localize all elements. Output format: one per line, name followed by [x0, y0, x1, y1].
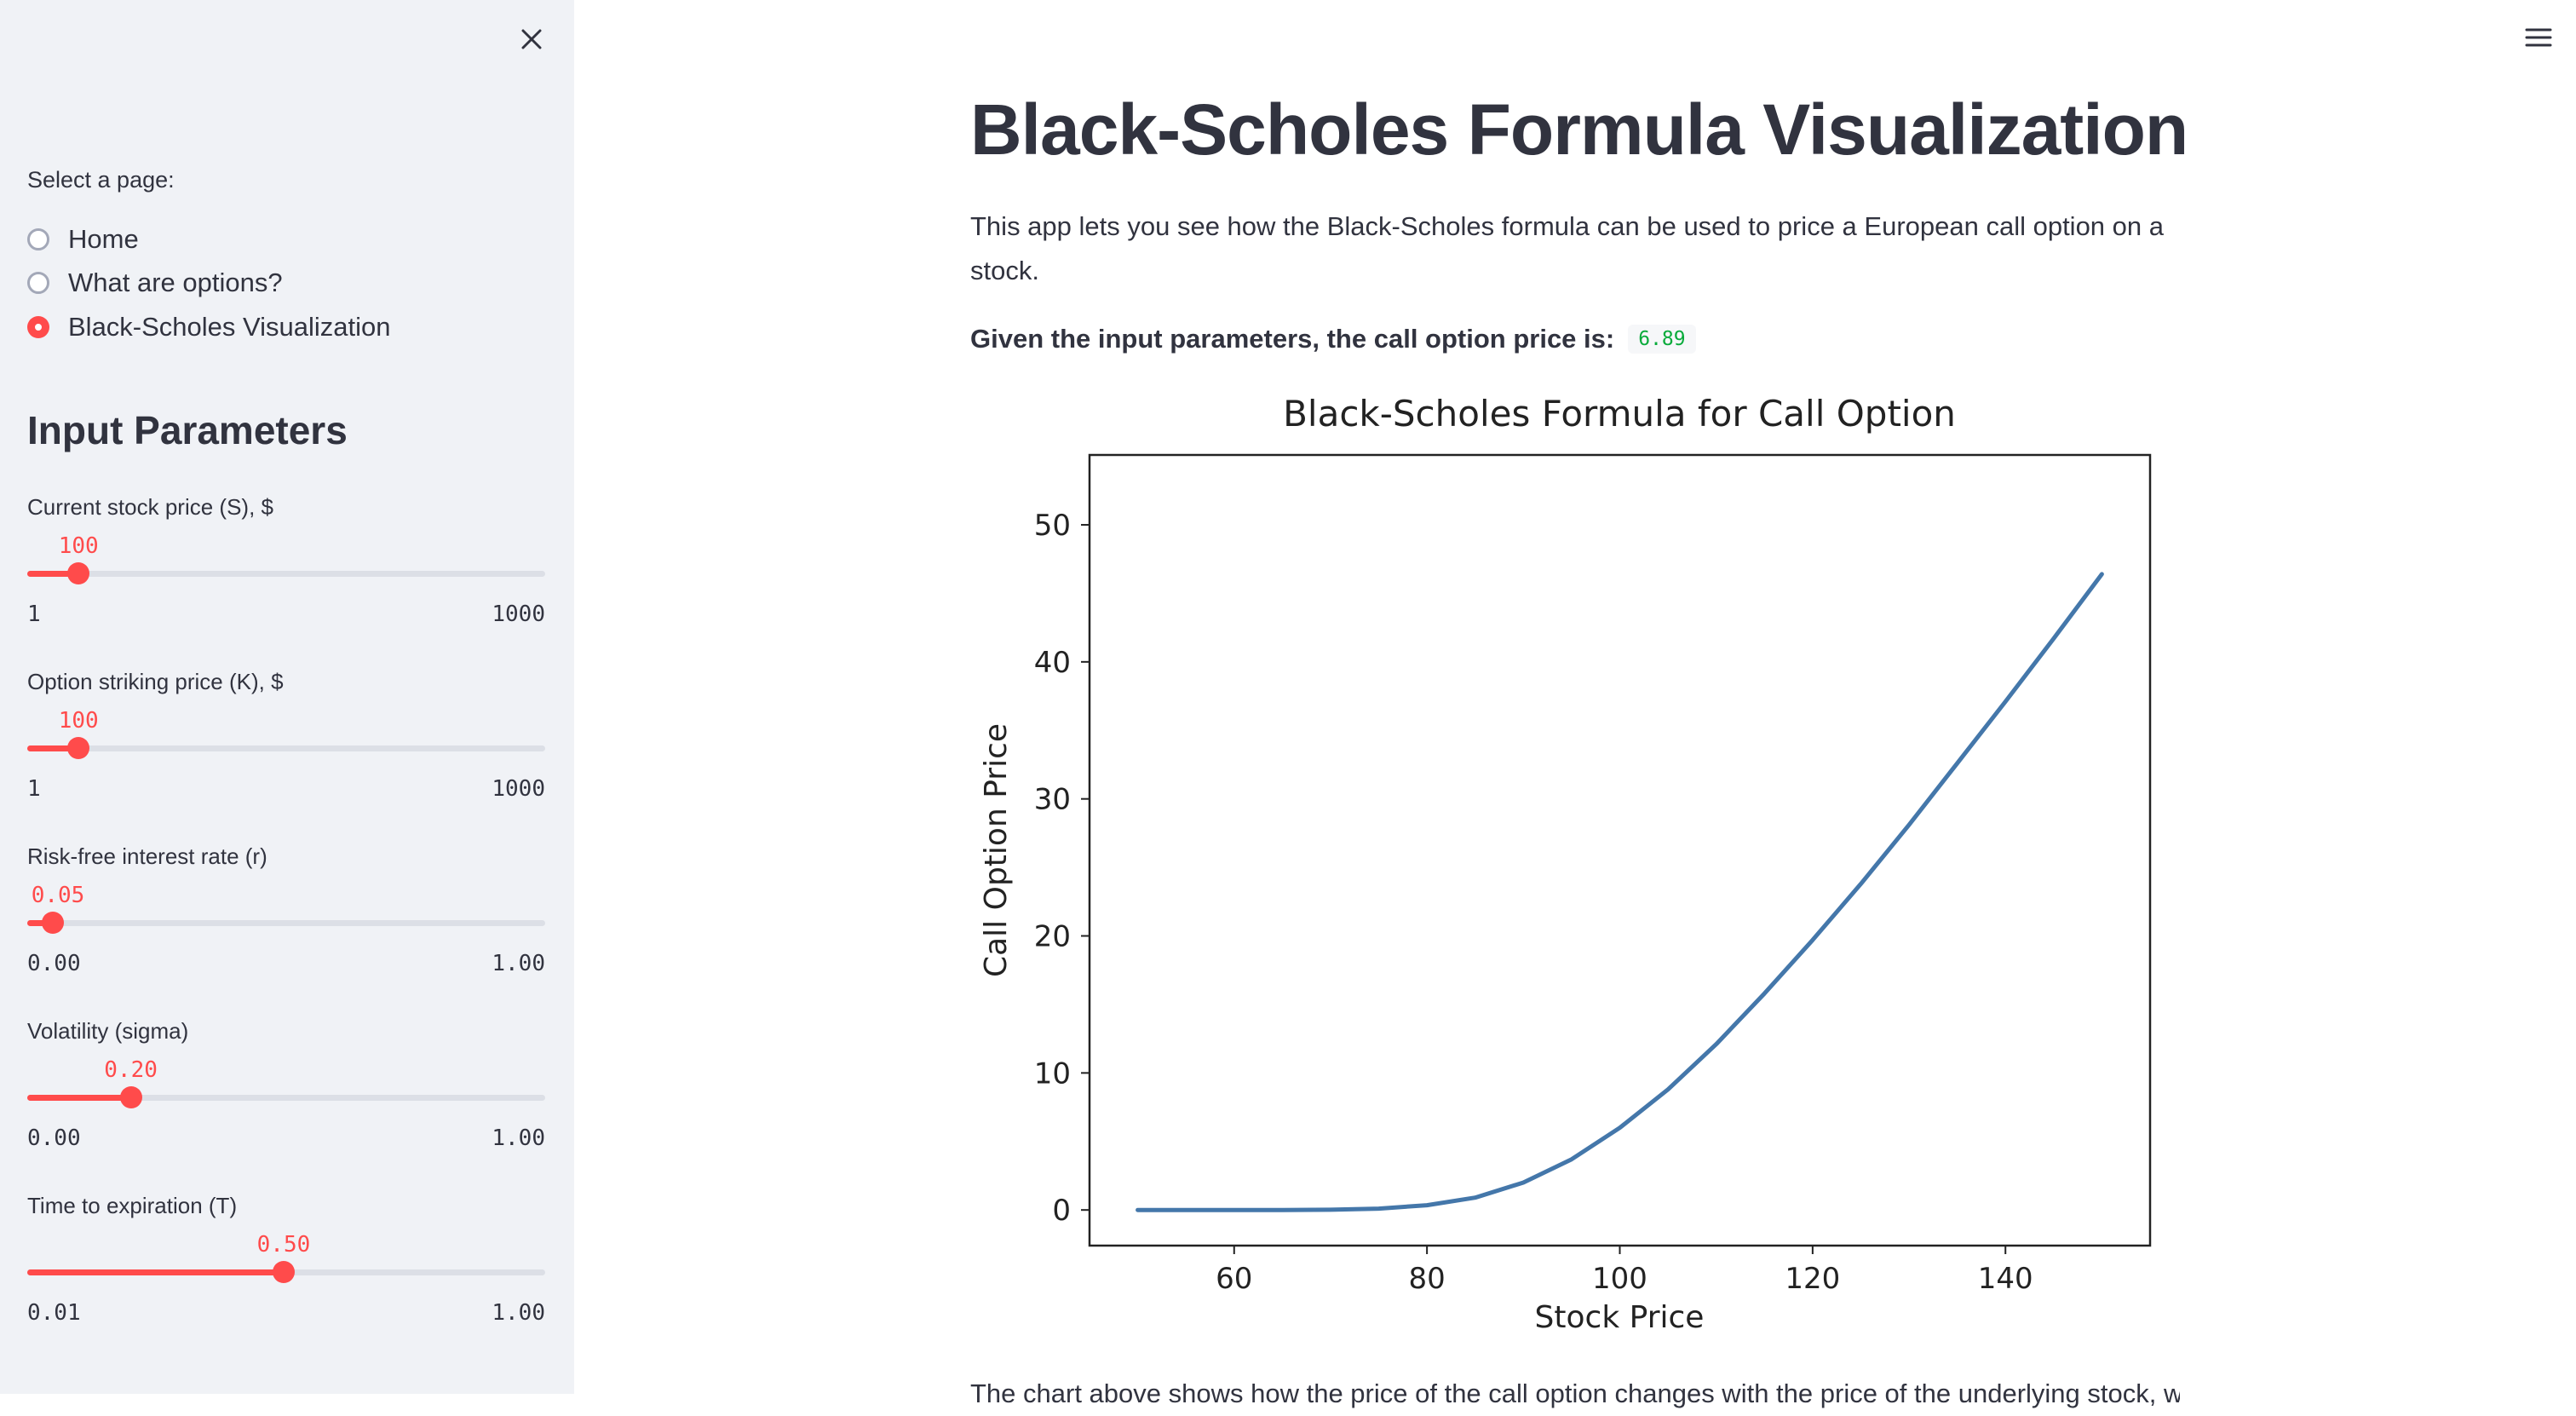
radio-label: Home — [68, 224, 139, 254]
y-tick-label: 10 — [1034, 1056, 1071, 1091]
y-tick-label: 0 — [1052, 1194, 1071, 1228]
slider-thumb[interactable] — [119, 1086, 142, 1108]
y-axis-ticks: 0 10 20 30 40 50 — [1034, 509, 1090, 1228]
radio-label: Black-Scholes Visualization — [68, 312, 391, 342]
x-tick-label: 60 — [1216, 1262, 1252, 1296]
chart-title: Black-Scholes Formula for Call Option — [1283, 393, 1956, 435]
radio-button[interactable] — [27, 228, 49, 250]
hamburger-menu-icon — [2525, 28, 2552, 47]
volatility-slider[interactable] — [27, 1086, 545, 1108]
slider-thumb[interactable] — [67, 562, 90, 584]
call-price-label: Given the input parameters, the call opt… — [970, 324, 1615, 354]
y-tick-label: 30 — [1034, 783, 1071, 817]
slider-thumb[interactable] — [272, 1261, 295, 1283]
time-to-expiration-slider[interactable] — [27, 1261, 545, 1283]
time-to-expiration-min: 0.01 — [27, 1300, 81, 1326]
interest-rate-min: 0.00 — [27, 951, 81, 976]
radio-label: What are options? — [68, 268, 283, 297]
interest-rate-slider-label: Risk-free interest rate (r) — [27, 843, 267, 869]
radio-button[interactable] — [27, 272, 49, 294]
interest-rate-max: 1.00 — [492, 951, 545, 976]
slider-fill — [27, 1095, 131, 1101]
x-axis-ticks: 60 80 100 120 140 — [1216, 1246, 2033, 1296]
x-tick-label: 120 — [1785, 1262, 1840, 1296]
main-menu-button[interactable] — [2520, 19, 2557, 56]
close-sidebar-button[interactable] — [511, 19, 552, 60]
x-tick-label: 140 — [1978, 1262, 2033, 1296]
interest-rate-slider-value: 0.05 — [31, 883, 85, 908]
slider-fill — [27, 571, 79, 577]
radio-button-selected[interactable] — [27, 316, 49, 338]
close-icon — [521, 29, 542, 49]
stock-price-slider-label: Current stock price (S), $ — [27, 494, 273, 520]
strike-price-slider-label: Option striking price (K), $ — [27, 669, 284, 694]
slider-fill — [27, 920, 54, 926]
strike-price-max: 1000 — [492, 776, 545, 802]
slider-thumb[interactable] — [42, 912, 65, 934]
volatility-max: 1.00 — [492, 1125, 545, 1151]
strike-price-slider-value: 100 — [58, 708, 99, 734]
y-tick-label: 20 — [1034, 920, 1071, 954]
call-price-line: Given the input parameters, the call opt… — [970, 324, 1696, 354]
radio-option-what-are-options[interactable]: What are options? — [27, 264, 283, 302]
radio-option-home[interactable]: Home — [27, 221, 139, 258]
sidebar: Select a page: Home What are options? Bl… — [0, 0, 574, 1394]
y-tick-label: 50 — [1034, 509, 1071, 543]
volatility-min: 0.00 — [27, 1125, 81, 1151]
time-to-expiration-slider-label: Time to expiration (T) — [27, 1193, 238, 1218]
strike-price-min: 1 — [27, 776, 41, 802]
stock-price-slider-value: 100 — [58, 533, 99, 559]
x-axis-label: Stock Price — [1535, 1300, 1705, 1335]
y-tick-label: 40 — [1034, 646, 1071, 680]
call-price-line-series — [1136, 572, 2104, 1212]
plot-area-frame — [1088, 453, 2152, 1247]
slider-fill — [27, 1269, 284, 1275]
stock-price-max: 1000 — [492, 602, 545, 627]
app-description: This app lets you see how the Black-Scho… — [970, 211, 2164, 285]
volatility-slider-label: Volatility (sigma) — [27, 1018, 189, 1044]
page-select-label: Select a page: — [27, 167, 175, 193]
y-axis-label: Call Option Price — [979, 723, 1014, 977]
strike-price-slider[interactable] — [27, 737, 545, 759]
x-tick-label: 100 — [1592, 1262, 1647, 1296]
slider-thumb[interactable] — [67, 737, 90, 759]
page-title: Black-Scholes Formula Visualization — [970, 89, 2188, 170]
input-parameters-heading: Input Parameters — [27, 408, 348, 452]
slider-fill — [27, 745, 79, 751]
chart-explanation-text: The chart above shows how the price of t… — [970, 1379, 2180, 1408]
interest-rate-slider[interactable] — [27, 912, 545, 934]
time-to-expiration-slider-value: 0.50 — [256, 1232, 311, 1258]
black-scholes-chart: Black-Scholes Formula for Call Option 60… — [979, 393, 2152, 1335]
call-price-value: 6.89 — [1628, 325, 1696, 354]
x-tick-label: 80 — [1409, 1262, 1446, 1296]
time-to-expiration-max: 1.00 — [492, 1300, 545, 1326]
volatility-slider-value: 0.20 — [104, 1057, 158, 1083]
stock-price-slider[interactable] — [27, 562, 545, 584]
radio-option-black-scholes-visualization[interactable]: Black-Scholes Visualization — [27, 308, 391, 346]
stock-price-min: 1 — [27, 602, 41, 627]
